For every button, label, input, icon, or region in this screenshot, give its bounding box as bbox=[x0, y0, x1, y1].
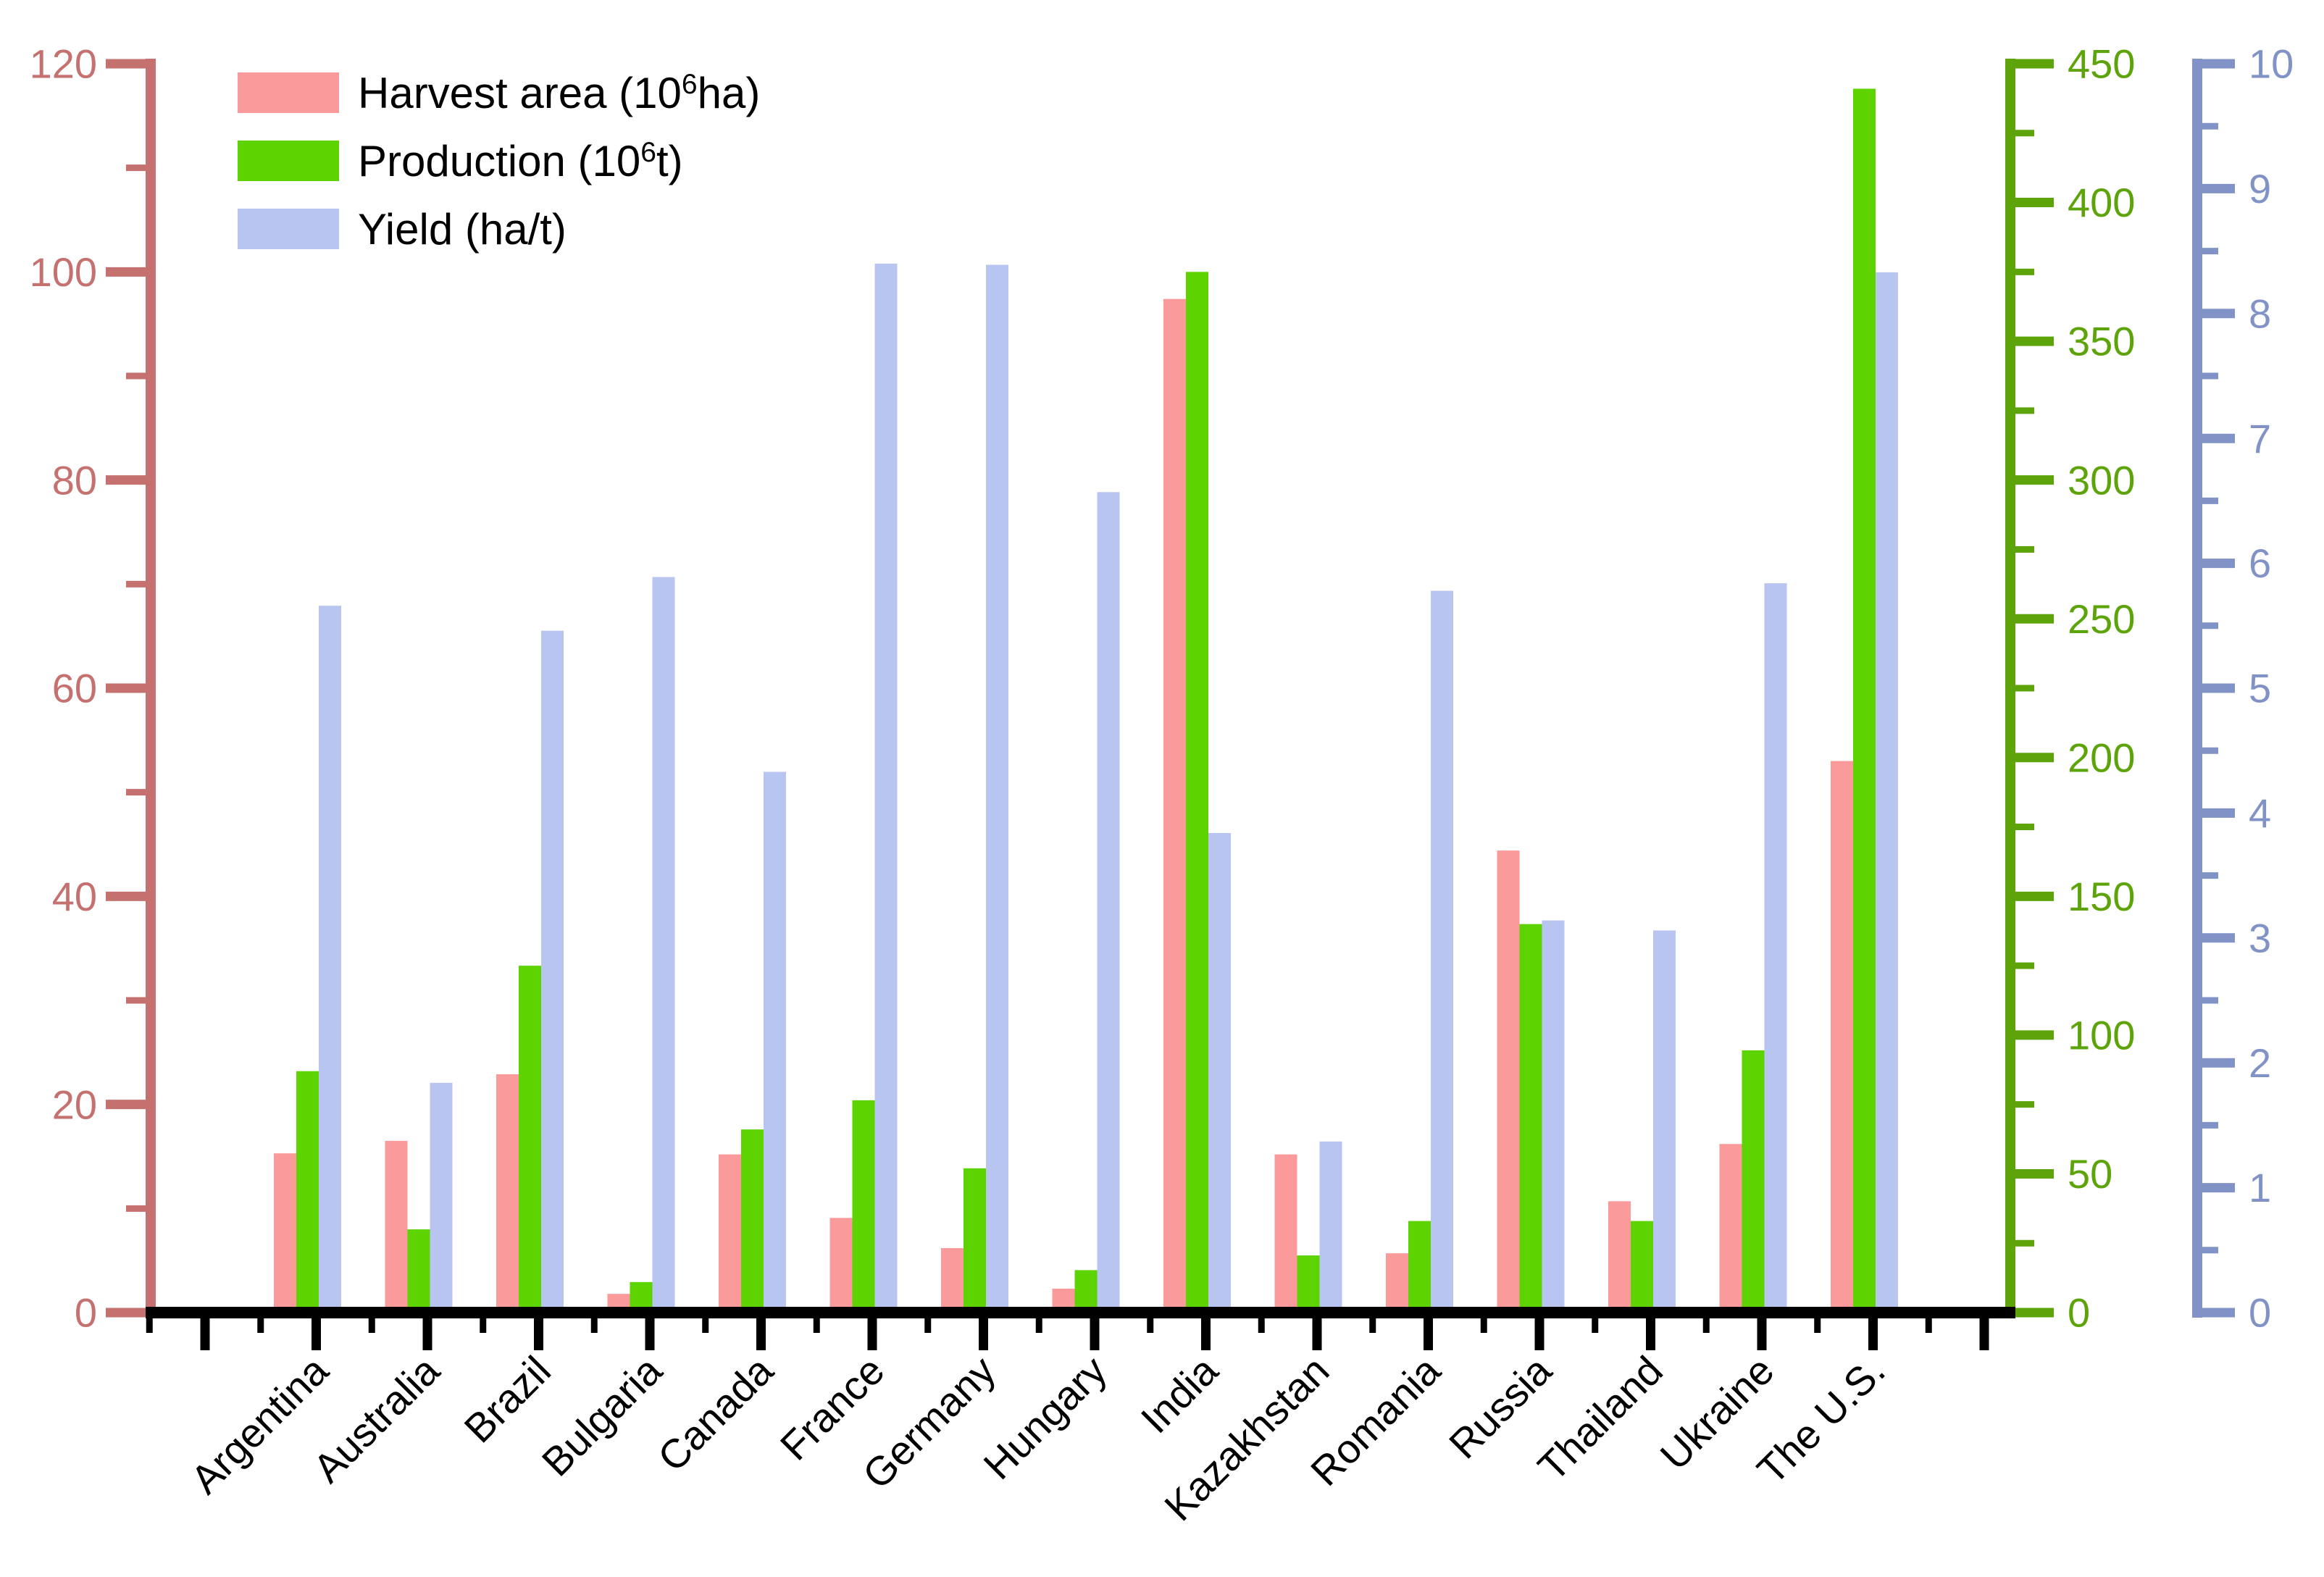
legend-label-yield: Yield (ha/t) bbox=[358, 205, 567, 254]
x-category-label: Brazil bbox=[455, 1347, 559, 1452]
blue-axis-tick-label: 4 bbox=[2249, 790, 2271, 836]
legend-swatch-yield bbox=[238, 209, 339, 249]
left-axis-tick-label: 60 bbox=[52, 666, 97, 711]
bar-production-brazil bbox=[519, 966, 541, 1313]
green-axis-tick-label: 300 bbox=[2068, 457, 2135, 503]
bar-production-argentina bbox=[296, 1071, 319, 1313]
left-axis-tick-label: 20 bbox=[52, 1082, 97, 1127]
bar-yield-argentina bbox=[319, 606, 341, 1313]
bar-production-germany bbox=[964, 1168, 986, 1313]
left-axis-tick-label: 0 bbox=[75, 1290, 97, 1336]
x-category-label: Argentina bbox=[182, 1347, 338, 1502]
bar-harvest-theus bbox=[1831, 761, 1853, 1313]
green-axis-tick-label: 0 bbox=[2068, 1290, 2090, 1336]
bar-yield-kazakhstan bbox=[1319, 1141, 1342, 1313]
blue-axis: 0 1 2 3 4 5 6 7 8 9 10 bbox=[2192, 41, 2294, 1336]
bar-harvest-india bbox=[1163, 298, 1186, 1313]
legend-label-harvest-area: Harvest area (106ha) bbox=[358, 69, 760, 117]
bar-harvest-argentina bbox=[274, 1153, 296, 1313]
blue-axis-tick-label: 10 bbox=[2249, 41, 2294, 87]
green-axis-tick-label: 200 bbox=[2068, 735, 2135, 780]
left-axis-tick-label: 80 bbox=[52, 457, 97, 503]
x-category-label: India bbox=[1132, 1347, 1227, 1442]
bar-yield-brazil bbox=[541, 630, 564, 1313]
bar-yield-ukraine bbox=[1764, 583, 1787, 1313]
blue-axis-tick-label: 6 bbox=[2249, 540, 2271, 586]
bar-production-hungary bbox=[1074, 1270, 1098, 1313]
bar-yield-australia bbox=[430, 1082, 453, 1313]
bar-yield-russia bbox=[1542, 920, 1565, 1313]
left-axis-tick-label: 40 bbox=[52, 874, 97, 919]
bar-production-india bbox=[1186, 272, 1208, 1313]
bar-production-ukraine bbox=[1742, 1050, 1765, 1313]
green-axis-tick-label: 350 bbox=[2068, 319, 2135, 364]
x-category-label: Thailand bbox=[1529, 1347, 1671, 1489]
green-axis: 0 50 100 150 200 250 300 350 400 450 bbox=[2005, 41, 2135, 1336]
bar-yield-india bbox=[1208, 832, 1231, 1313]
bar-production-australia bbox=[407, 1229, 430, 1313]
x-category-label: Hungary bbox=[974, 1347, 1115, 1488]
bar-harvest-france bbox=[829, 1218, 853, 1313]
bar-production-canada bbox=[741, 1129, 764, 1313]
blue-axis-tick-label: 8 bbox=[2249, 290, 2271, 336]
bar-yield-theus bbox=[1876, 272, 1898, 1313]
green-axis-tick-label: 100 bbox=[2068, 1012, 2135, 1058]
bar-harvest-germany bbox=[941, 1247, 964, 1313]
blue-axis-tick-label: 7 bbox=[2249, 416, 2271, 461]
x-category-label: Canada bbox=[649, 1347, 782, 1480]
x-category-label: Bulgaria bbox=[533, 1347, 671, 1484]
blue-axis-tick-label: 3 bbox=[2249, 915, 2271, 961]
bar-harvest-thailand bbox=[1608, 1201, 1631, 1313]
bar-harvest-ukraine bbox=[1719, 1144, 1742, 1313]
bar-production-theus bbox=[1853, 88, 1876, 1313]
blue-axis-tick-label: 0 bbox=[2249, 1290, 2271, 1336]
bar-yield-germany bbox=[986, 264, 1008, 1313]
blue-axis-tick-label: 2 bbox=[2249, 1040, 2271, 1086]
bar-harvest-russia bbox=[1497, 850, 1520, 1313]
bar-production-thailand bbox=[1631, 1221, 1653, 1313]
green-axis-tick-label: 50 bbox=[2068, 1151, 2112, 1197]
bar-production-romania bbox=[1408, 1221, 1431, 1313]
bar-production-france bbox=[852, 1100, 875, 1313]
green-axis-tick-label: 400 bbox=[2068, 180, 2135, 225]
bar-yield-france bbox=[874, 263, 898, 1313]
green-axis-tick-label: 450 bbox=[2068, 41, 2135, 87]
blue-axis-tick-label: 1 bbox=[2249, 1165, 2271, 1210]
legend: Harvest area (106ha) Production (106t) Yie… bbox=[238, 69, 760, 254]
blue-axis-tick-label: 5 bbox=[2249, 666, 2271, 711]
bar-production-russia bbox=[1519, 924, 1542, 1313]
bar-yield-hungary bbox=[1097, 492, 1120, 1313]
green-axis-tick-label: 250 bbox=[2068, 596, 2135, 642]
left-axis: 0 20 40 60 80 100 120 bbox=[30, 41, 156, 1336]
green-axis-tick-label: 150 bbox=[2068, 874, 2135, 919]
bar-harvest-australia bbox=[385, 1140, 408, 1313]
legend-swatch-harvest-area bbox=[238, 72, 339, 113]
left-axis-tick-label: 120 bbox=[30, 41, 97, 87]
bar-yield-thailand bbox=[1653, 930, 1676, 1313]
legend-label-production: Production (106t) bbox=[358, 137, 683, 185]
left-axis-tick-label: 100 bbox=[30, 249, 97, 295]
bars bbox=[274, 88, 1898, 1313]
x-category-label: Australia bbox=[304, 1347, 448, 1491]
bar-yield-romania bbox=[1431, 590, 1453, 1313]
legend-swatch-production bbox=[238, 141, 339, 181]
bar-harvest-kazakhstan bbox=[1274, 1154, 1297, 1313]
blue-axis-tick-label: 9 bbox=[2249, 166, 2271, 212]
bar-harvest-romania bbox=[1386, 1253, 1408, 1313]
bar-harvest-brazil bbox=[496, 1074, 519, 1313]
bar-yield-bulgaria bbox=[652, 577, 675, 1313]
bar-production-kazakhstan bbox=[1297, 1255, 1320, 1313]
bar-yield-canada bbox=[764, 771, 786, 1313]
bar-harvest-canada bbox=[719, 1154, 741, 1313]
